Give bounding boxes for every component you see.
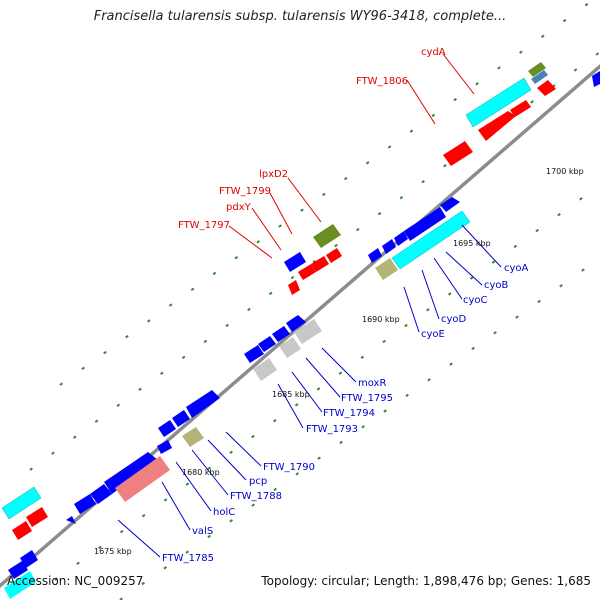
gene-arrow-blue-bl-2[interactable] — [8, 561, 28, 579]
label-cydA[interactable]: cydA — [421, 47, 446, 58]
leader-lines-blue — [117, 224, 502, 558]
gene-arrow-pdxY[interactable] — [298, 264, 316, 280]
gene-arrow-red-small-2[interactable] — [537, 80, 556, 96]
gene-arrow-FTW_1795[interactable] — [272, 326, 290, 342]
gene-arrow-red-mid-3[interactable] — [326, 248, 342, 263]
gene-arrow-cyoC[interactable] — [394, 231, 408, 246]
label-cyoA[interactable]: cyoA — [504, 263, 529, 274]
red-gene-labels: cydA FTW_1806 lpxD2 FTW_1799 pdxY FTW_17… — [178, 47, 446, 231]
label-cyoC[interactable]: cyoC — [463, 295, 488, 306]
gene-block-cyan-left[interactable] — [1, 486, 42, 520]
gene-arrow-blue-bl-1[interactable] — [20, 550, 38, 568]
gene-arrow-FTW_1794[interactable] — [258, 336, 276, 352]
label-lpxD2[interactable]: lpxD2 — [259, 169, 288, 180]
gene-arrow-FTW_1793[interactable] — [244, 345, 264, 363]
kbp-label-1675: 1675 kbp — [94, 547, 132, 556]
gene-arrow-red-small-1[interactable] — [510, 100, 531, 117]
label-FTW_1806[interactable]: FTW_1806 — [356, 76, 408, 87]
accession-text: Accession: NC_009257 — [7, 574, 144, 588]
gene-arrow-steel[interactable] — [531, 70, 548, 84]
label-FTW_1785[interactable]: FTW_1785 — [162, 553, 214, 564]
leader-lines-red — [228, 53, 475, 259]
gene-block-gray-3[interactable] — [253, 358, 277, 381]
gene-arrow-cyoD[interactable] — [382, 239, 396, 254]
tick-row-outer-top — [59, 0, 595, 386]
kbp-label-1685: 1685 kbp — [272, 390, 310, 399]
gene-arrow-FTW_1806[interactable] — [443, 141, 473, 166]
gene-arrow-cydA-red[interactable] — [478, 111, 516, 141]
gene-block-cyan-cyo[interactable] — [391, 210, 471, 270]
label-pcp[interactable]: pcp — [249, 476, 267, 487]
gene-arrow-cyoE[interactable] — [368, 248, 382, 263]
gene-arrow-valS[interactable] — [104, 452, 158, 494]
label-pdxY[interactable]: pdxY — [226, 202, 252, 213]
label-moxR[interactable]: moxR — [358, 378, 386, 389]
tick-row-mid-top — [29, 51, 600, 471]
gene-arrow-pcp[interactable] — [172, 410, 190, 427]
gene-arrow-FTW_1797[interactable] — [288, 280, 300, 295]
label-FTW_1794[interactable]: FTW_1794 — [323, 408, 375, 419]
gene-arrow-blue-valS-3[interactable] — [74, 494, 96, 514]
gene-block-olive-cyo[interactable] — [375, 258, 398, 280]
blue-gene-labels: cyoA cyoB cyoC cyoD cyoE moxR FTW_1795 F… — [162, 263, 529, 564]
kbp-label-1695: 1695 kbp — [453, 239, 491, 248]
label-valS[interactable]: valS — [192, 526, 213, 537]
gene-arrow-FTW_1788[interactable] — [158, 420, 176, 437]
label-cyoB[interactable]: cyoB — [484, 280, 509, 291]
label-FTW_1790[interactable]: FTW_1790 — [263, 462, 315, 473]
gene-arrow-red-left-2[interactable] — [26, 507, 48, 527]
gene-block-olive-1790[interactable] — [182, 427, 204, 447]
gene-block-cyan-bl[interactable] — [4, 571, 36, 599]
gene-arrow-blue-valS-2[interactable] — [90, 484, 112, 504]
gene-arrow-green[interactable] — [528, 62, 546, 77]
gene-block-gray-2[interactable] — [279, 337, 301, 358]
gene-arrow-cyoA[interactable] — [440, 197, 460, 212]
gene-arrow-red-left-1[interactable] — [12, 521, 32, 540]
label-FTW_1793[interactable]: FTW_1793 — [306, 424, 358, 435]
gene-arrow-moxR[interactable] — [286, 315, 306, 332]
kbp-label-1690: 1690 kbp — [362, 315, 400, 324]
label-cyoD[interactable]: cyoD — [441, 314, 467, 325]
forward-strand — [1, 62, 556, 540]
gene-arrow-blue-right-edge[interactable] — [592, 71, 600, 87]
label-FTW_1788[interactable]: FTW_1788 — [230, 491, 282, 502]
map-title: Francisella tularensis subsp. tularensis… — [93, 9, 507, 24]
gene-block-lpxD2[interactable] — [313, 224, 341, 248]
gene-block-pink-valS[interactable] — [115, 456, 170, 502]
reverse-strand — [4, 71, 600, 599]
gene-arrow-holC[interactable] — [157, 440, 172, 454]
kbp-label-1700: 1700 kbp — [546, 167, 584, 176]
label-FTW_1795[interactable]: FTW_1795 — [341, 393, 393, 404]
label-holC[interactable]: holC — [213, 507, 235, 518]
label-cyoE[interactable]: cyoE — [421, 329, 445, 340]
gene-arrow-FTW_1785[interactable] — [66, 516, 76, 524]
gene-arrow-FTW_1790[interactable] — [186, 390, 220, 418]
label-FTW_1799[interactable]: FTW_1799 — [219, 186, 271, 197]
topology-text: Topology: circular; Length: 1,898,476 bp… — [261, 574, 591, 588]
kbp-tick-labels: 1675 kbp 1680 kbp 1685 kbp 1690 kbp 1695… — [94, 167, 584, 556]
gene-block-gray-1[interactable] — [294, 319, 322, 344]
kbp-label-1680: 1680 kbp — [182, 468, 220, 477]
gene-arrow-FTW_1799[interactable] — [284, 252, 306, 272]
gene-arrow-cyoA-region-cyan[interactable] — [465, 77, 532, 128]
label-FTW_1797[interactable]: FTW_1797 — [178, 220, 230, 231]
tick-row-outer-bottom — [119, 257, 600, 600]
gene-arrow-cyoB[interactable] — [404, 207, 446, 241]
gene-arrow-red-mid-2[interactable] — [311, 256, 329, 272]
